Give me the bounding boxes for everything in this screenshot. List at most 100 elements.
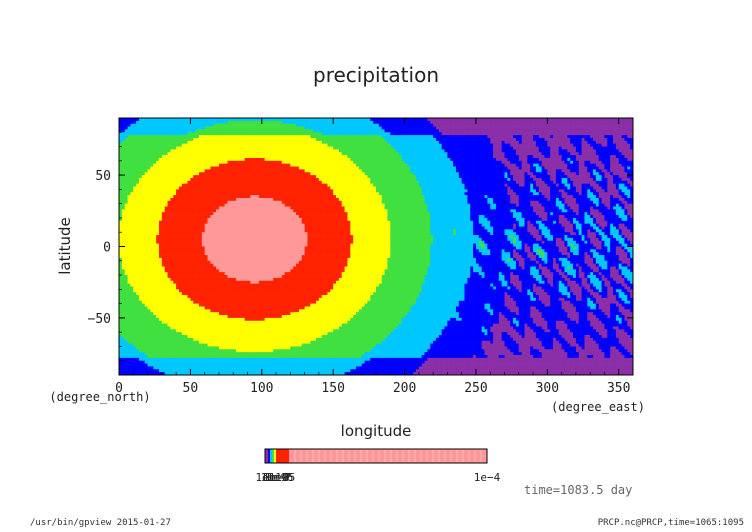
field-cell xyxy=(208,155,211,158)
field-cell xyxy=(584,175,587,178)
field-cell xyxy=(276,138,279,141)
field-cell xyxy=(259,167,262,170)
field-cell xyxy=(202,124,205,127)
field-cell xyxy=(393,178,396,181)
field-cell xyxy=(339,152,342,155)
field-cell xyxy=(373,172,376,175)
field-cell xyxy=(410,141,413,144)
field-cell xyxy=(433,129,436,132)
field-cell xyxy=(270,189,273,192)
field-cell xyxy=(170,152,173,155)
field-cell xyxy=(450,149,453,152)
field-cell xyxy=(596,155,599,158)
field-cell xyxy=(507,172,510,175)
field-cell xyxy=(567,135,570,138)
field-cell xyxy=(228,155,231,158)
field-cell xyxy=(370,189,373,192)
field-cell xyxy=(128,121,131,124)
field-cell xyxy=(619,144,622,147)
field-cell xyxy=(219,149,222,152)
field-cell xyxy=(570,181,573,184)
field-cell xyxy=(599,129,602,132)
field-cell xyxy=(279,178,282,181)
field-cell xyxy=(299,124,302,127)
field-cell xyxy=(570,141,573,144)
field-cell xyxy=(476,132,479,135)
field-cell xyxy=(604,155,607,158)
field-cell xyxy=(450,189,453,192)
field-cell xyxy=(142,167,145,170)
field-cell xyxy=(385,164,388,167)
field-cell xyxy=(262,147,265,150)
field-cell xyxy=(499,141,502,144)
field-cell xyxy=(128,192,131,195)
field-cell xyxy=(507,124,510,127)
field-cell xyxy=(542,189,545,192)
field-cell xyxy=(173,138,176,141)
field-cell xyxy=(530,121,533,124)
field-cell xyxy=(562,169,565,172)
field-cell xyxy=(293,161,296,164)
field-cell xyxy=(422,158,425,161)
field-cell xyxy=(122,178,125,181)
field-cell xyxy=(562,192,565,195)
field-cell xyxy=(259,129,262,132)
field-cell xyxy=(405,189,408,192)
field-cell xyxy=(273,187,276,190)
field-cell xyxy=(290,149,293,152)
field-cell xyxy=(162,167,165,170)
field-cell xyxy=(313,164,316,167)
field-cell xyxy=(499,161,502,164)
field-cell xyxy=(627,129,630,132)
field-cell xyxy=(405,141,408,144)
field-cell xyxy=(262,127,265,130)
field-cell xyxy=(553,127,556,130)
field-cell xyxy=(564,164,567,167)
field-cell xyxy=(156,127,159,130)
field-cell xyxy=(199,167,202,170)
field-cell xyxy=(556,144,559,147)
field-cell xyxy=(476,172,479,175)
field-cell xyxy=(367,152,370,155)
field-cell xyxy=(136,161,139,164)
field-cell xyxy=(273,172,276,175)
field-cell xyxy=(387,192,390,195)
field-cell xyxy=(627,141,630,144)
field-cell xyxy=(156,192,159,195)
field-cell xyxy=(333,144,336,147)
field-cell xyxy=(519,124,522,127)
field-cell xyxy=(327,161,330,164)
field-cell xyxy=(330,147,333,150)
field-cell xyxy=(576,124,579,127)
field-cell xyxy=(393,152,396,155)
field-cell xyxy=(399,152,402,155)
field-cell xyxy=(327,135,330,138)
field-cell xyxy=(465,164,468,167)
field-cell xyxy=(362,172,365,175)
field-cell xyxy=(487,172,490,175)
field-cell xyxy=(176,172,179,175)
field-cell xyxy=(330,158,333,161)
field-cell xyxy=(136,127,139,130)
field-cell xyxy=(145,155,148,158)
field-cell xyxy=(327,195,330,198)
field-cell xyxy=(385,187,388,190)
field-cell xyxy=(416,135,419,138)
field-cell xyxy=(205,124,208,127)
field-cell xyxy=(453,175,456,178)
field-cell xyxy=(242,155,245,158)
field-cell xyxy=(350,147,353,150)
field-cell xyxy=(333,195,336,198)
field-cell xyxy=(624,187,627,190)
field-cell xyxy=(513,129,516,132)
field-cell xyxy=(190,161,193,164)
field-cell xyxy=(536,132,539,135)
field-cell xyxy=(562,181,565,184)
field-cell xyxy=(376,192,379,195)
field-cell xyxy=(485,181,488,184)
field-cell xyxy=(402,164,405,167)
field-cell xyxy=(376,147,379,150)
field-cell xyxy=(265,155,268,158)
field-cell xyxy=(185,121,188,124)
field-cell xyxy=(442,138,445,141)
